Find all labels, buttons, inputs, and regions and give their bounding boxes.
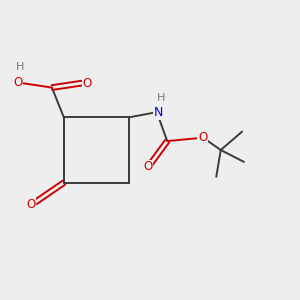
Text: O: O (26, 198, 35, 211)
Text: O: O (14, 76, 23, 89)
Text: H: H (157, 93, 165, 103)
Text: N: N (154, 106, 163, 119)
Text: O: O (198, 131, 207, 144)
Text: O: O (143, 160, 152, 173)
Text: O: O (82, 76, 91, 90)
Text: H: H (16, 62, 24, 72)
